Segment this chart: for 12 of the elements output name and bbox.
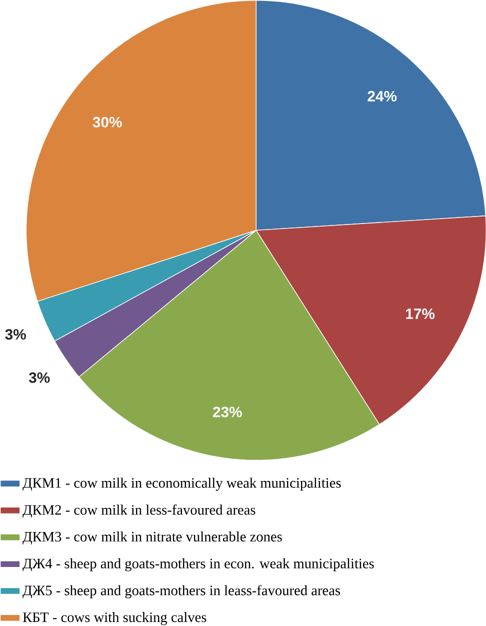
legend-label: КБТ - cows with sucking calves xyxy=(22,612,206,626)
data-label: 3% xyxy=(4,329,26,340)
data-label: 17% xyxy=(406,308,434,320)
data-label: 24% xyxy=(367,90,396,102)
legend-label: ДЖ5 - sheep and goats-mothers in leass-favoured areas xyxy=(22,585,340,598)
legend-label: ДКМ2 - cow milk in less-favoured areas xyxy=(22,504,256,518)
data-label: 23% xyxy=(212,406,242,418)
data-label: 30% xyxy=(92,116,122,128)
legend-label: ДКМ3 - cow milk in nitrate vulnerable zones xyxy=(22,531,282,544)
data-label: 3% xyxy=(28,372,50,383)
legend-label: ДКМ1 - cow milk in economically weak municipalities xyxy=(22,478,341,491)
legend-label: ДЖ4 - sheep and goats-mothers in econ. weak municipalities xyxy=(22,558,374,572)
